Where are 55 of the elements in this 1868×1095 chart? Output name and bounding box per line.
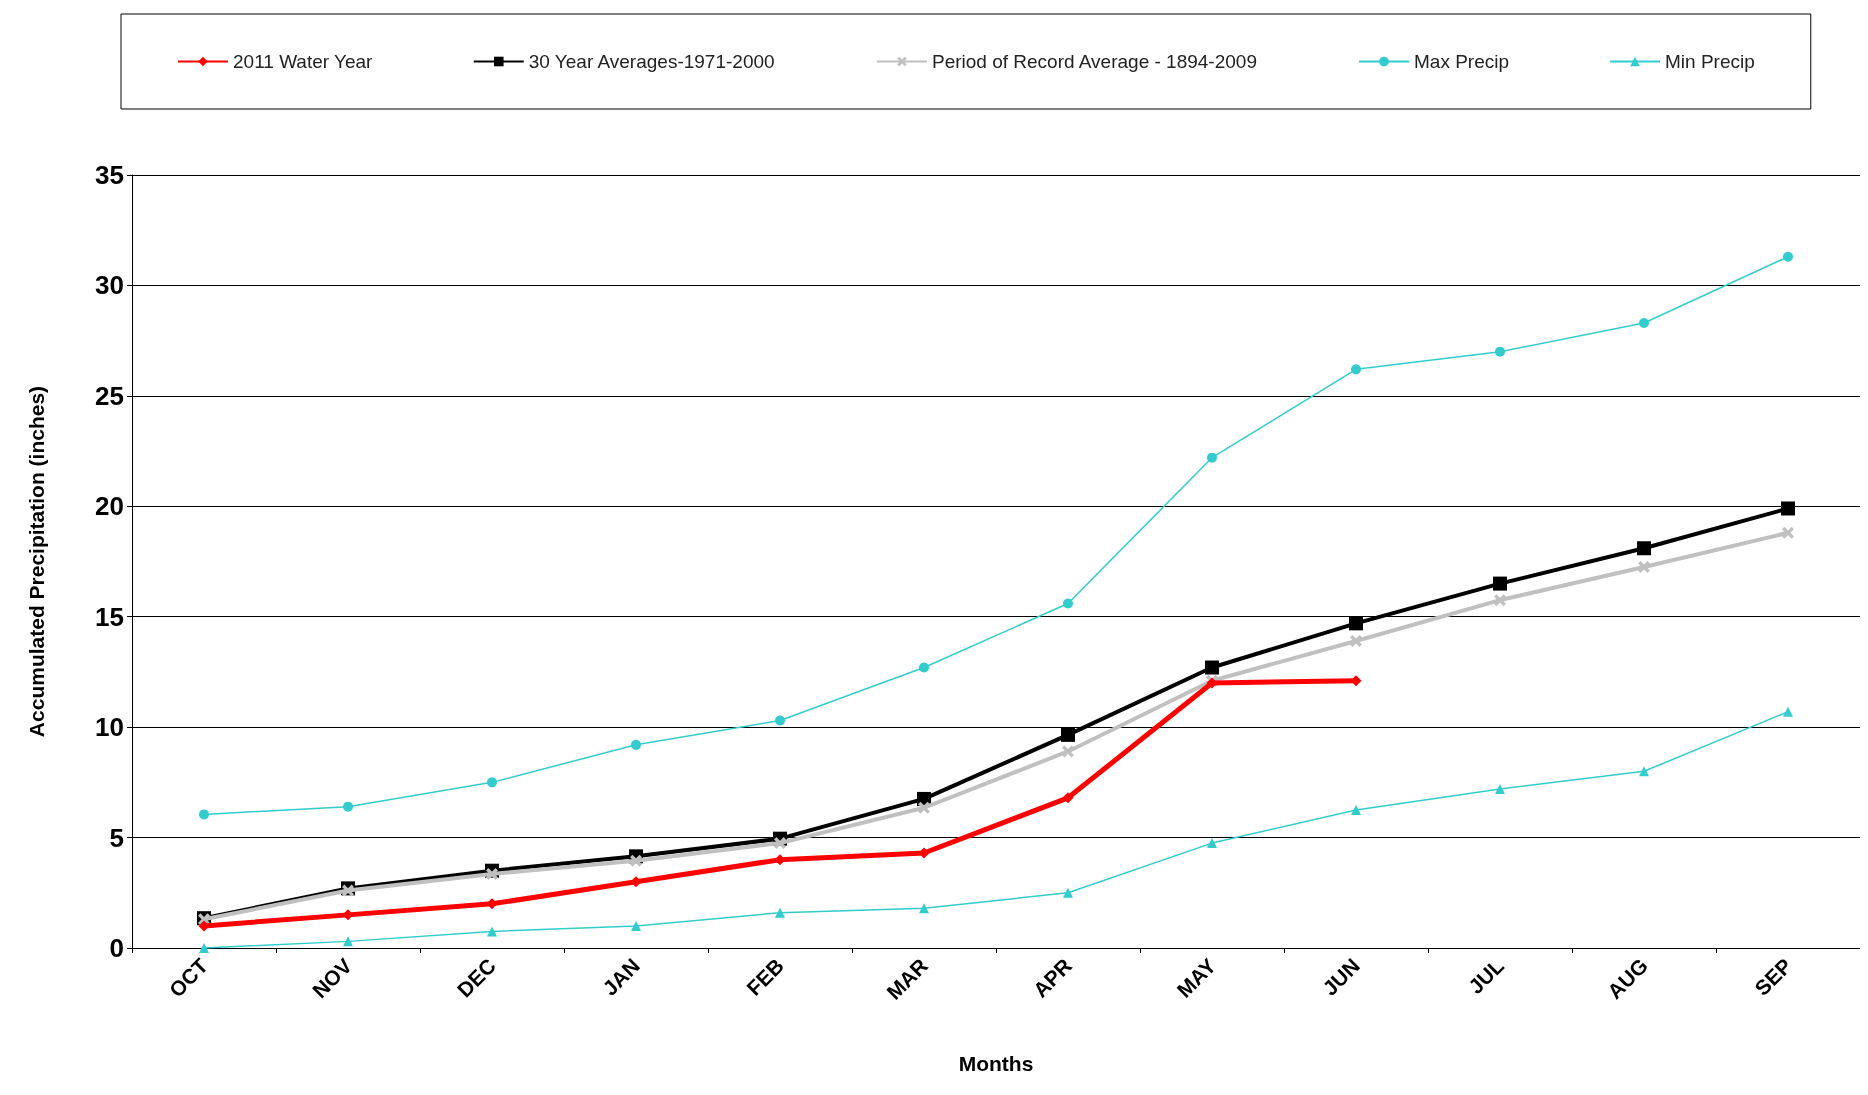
point	[199, 809, 209, 820]
point	[1494, 594, 1506, 607]
point	[1063, 598, 1073, 609]
x-axis-title: Months	[958, 1052, 1034, 1075]
point	[775, 907, 785, 918]
y-tick-label: 35	[95, 160, 124, 190]
point	[1639, 317, 1649, 328]
point	[1495, 346, 1505, 357]
point	[1638, 561, 1650, 574]
point	[1062, 792, 1074, 804]
point	[1350, 635, 1362, 648]
point	[1349, 616, 1363, 631]
y-tick-label: 30	[95, 270, 124, 301]
y-tick-label: 25	[95, 380, 124, 411]
point	[343, 801, 353, 812]
point	[630, 854, 642, 867]
point	[1783, 706, 1793, 717]
y-tick-label: 10	[95, 712, 124, 743]
legend-label: 30 Year Averages-1971-2000	[528, 51, 775, 72]
point	[1205, 660, 1219, 675]
point	[919, 903, 929, 914]
point	[1637, 541, 1651, 556]
point	[1781, 501, 1795, 516]
point	[1639, 766, 1649, 777]
point	[1061, 727, 1075, 742]
legend-label: Max Precip	[1413, 51, 1510, 72]
point	[1207, 838, 1217, 849]
point	[1351, 364, 1361, 375]
point	[199, 943, 209, 953]
y-tick-label: 5	[109, 822, 124, 853]
point	[918, 801, 930, 814]
point	[631, 739, 641, 750]
x-tick-label: JUL	[1463, 953, 1509, 999]
legend-label: 2011 Water Year	[233, 51, 374, 72]
point	[775, 715, 785, 726]
point	[774, 837, 786, 850]
point	[1783, 251, 1793, 262]
y-tick-label: 20	[95, 491, 124, 522]
point	[487, 777, 497, 788]
y-tick-label: 0	[109, 933, 124, 963]
point	[486, 868, 498, 881]
point	[1493, 576, 1507, 591]
point	[1782, 526, 1794, 539]
point	[919, 662, 929, 673]
point	[343, 936, 353, 947]
point	[1207, 452, 1217, 463]
y-axis-title: Accumulated Precipitation (inches)	[25, 385, 48, 738]
point	[487, 926, 497, 937]
legend-label: Min Precip	[1665, 51, 1755, 72]
point	[631, 920, 641, 931]
y-tick-label: 15	[95, 601, 124, 632]
point	[1495, 783, 1505, 794]
point	[1351, 804, 1361, 815]
legend-label: Period of Record Average - 1894-2009	[931, 51, 1257, 72]
point	[1063, 887, 1073, 898]
